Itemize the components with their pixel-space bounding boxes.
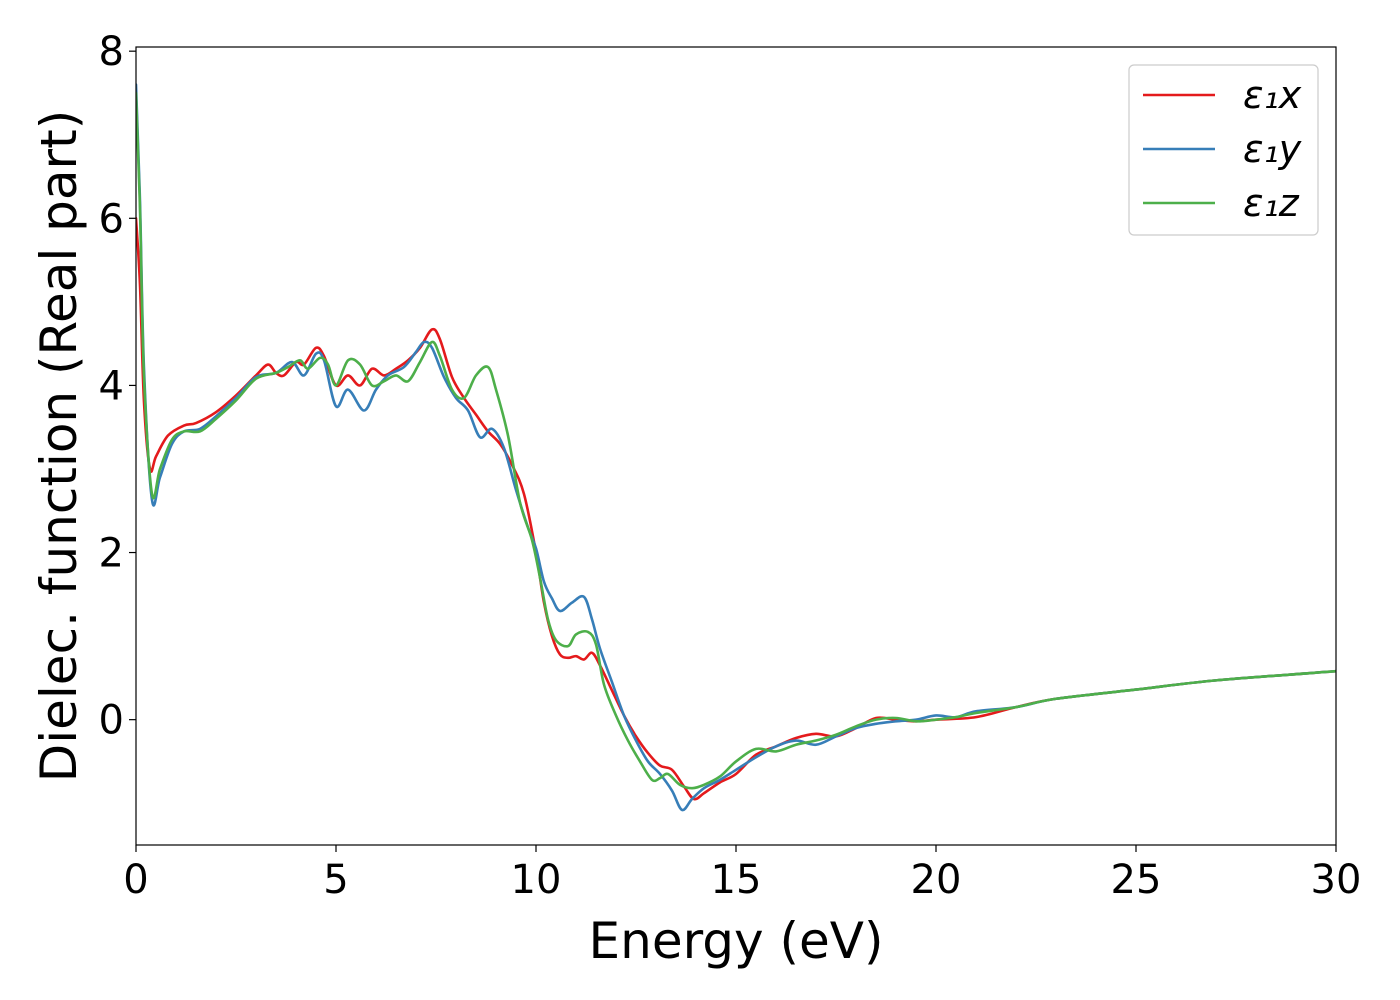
legend: ε₁x ε₁y ε₁z [1128,64,1319,236]
y-axis-title: Dielec. function (Real part) [30,110,88,782]
x-tick-label: 5 [323,857,348,903]
legend-label-1: ε₁x [1243,73,1302,117]
series-line-3 [136,91,1336,790]
y-axis-ticks: 0 2 4 6 8 [99,29,136,744]
x-tick-label: 20 [911,857,962,903]
y-tick-label: 0 [99,698,124,744]
x-axis-title: Energy (eV) [589,912,884,970]
legend-label-2: ε₁y [1243,127,1302,171]
x-axis-ticks: 0 5 10 15 20 25 30 [123,845,1361,903]
y-tick-label: 8 [99,29,124,75]
y-tick-label: 2 [99,531,124,577]
x-tick-label: 10 [511,857,562,903]
y-tick-label: 6 [99,196,124,242]
x-tick-label: 0 [123,857,148,903]
y-tick-label: 4 [99,363,124,409]
x-tick-label: 25 [1111,857,1162,903]
legend-frame [1128,64,1319,236]
series-layer [136,83,1336,812]
x-tick-label: 15 [711,857,762,903]
legend-label-3: ε₁z [1243,181,1300,225]
x-tick-label: 30 [1311,857,1362,903]
